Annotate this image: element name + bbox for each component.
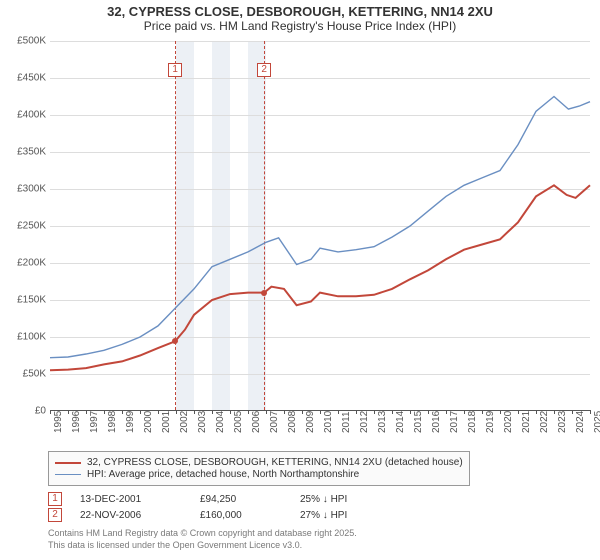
x-axis-label: 2013 xyxy=(377,411,388,433)
annotation-row: 2 22-NOV-2006 £160,000 27% ↓ HPI xyxy=(48,508,592,522)
y-axis-label: £200K xyxy=(10,258,46,269)
legend-label-property: 32, CYPRESS CLOSE, DESBOROUGH, KETTERING… xyxy=(87,457,463,468)
x-axis-label: 2006 xyxy=(251,411,262,433)
chart: £0 £50K £100K £150K £200K £250K £300K £350K £400… xyxy=(8,37,592,447)
annotation-delta: 25% ↓ HPI xyxy=(300,494,400,505)
x-axis-label: 2022 xyxy=(539,411,550,433)
x-axis-label: 2024 xyxy=(575,411,586,433)
chart-marker-2: 2 xyxy=(257,63,271,77)
annotation-row: 1 13-DEC-2001 £94,250 25% ↓ HPI xyxy=(48,492,592,506)
x-axis-label: 2005 xyxy=(233,411,244,433)
y-axis-label: £450K xyxy=(10,73,46,84)
x-axis-label: 2020 xyxy=(503,411,514,433)
series-hpi xyxy=(50,97,590,358)
x-axis-label: 2017 xyxy=(449,411,460,433)
y-axis-label: £350K xyxy=(10,147,46,158)
x-axis-label: 2014 xyxy=(395,411,406,433)
annotation-marker-2: 2 xyxy=(48,508,62,522)
chart-marker-dot-1 xyxy=(172,338,178,344)
x-axis-label: 2018 xyxy=(467,411,478,433)
x-axis-label: 2012 xyxy=(359,411,370,433)
footer: Contains HM Land Registry data © Crown c… xyxy=(48,528,592,551)
x-axis-label: 2008 xyxy=(287,411,298,433)
x-axis-label: 2010 xyxy=(323,411,334,433)
legend-item-property: 32, CYPRESS CLOSE, DESBOROUGH, KETTERING… xyxy=(55,457,463,468)
y-axis-label: £0 xyxy=(10,406,46,417)
annotation-date: 22-NOV-2006 xyxy=(80,510,200,521)
y-axis-label: £50K xyxy=(10,369,46,380)
x-axis-label: 1996 xyxy=(71,411,82,433)
series-property xyxy=(50,185,590,370)
y-axis-label: £250K xyxy=(10,221,46,232)
chart-marker-dot-2 xyxy=(261,290,267,296)
page-subtitle: Price paid vs. HM Land Registry's House … xyxy=(8,19,592,33)
annotation-date: 13-DEC-2001 xyxy=(80,494,200,505)
annotation-price: £160,000 xyxy=(200,510,300,521)
x-axis-label: 1998 xyxy=(107,411,118,433)
plot-area: £0£50K£100K£150K£200K£250K£300K£350K£400… xyxy=(50,41,590,411)
x-axis-label: 2002 xyxy=(179,411,190,433)
x-axis-label: 2004 xyxy=(215,411,226,433)
legend-swatch-hpi xyxy=(55,474,81,475)
x-axis-label: 1997 xyxy=(89,411,100,433)
legend-item-hpi: HPI: Average price, detached house, Nort… xyxy=(55,469,463,480)
x-axis-label: 2000 xyxy=(143,411,154,433)
legend: 32, CYPRESS CLOSE, DESBOROUGH, KETTERING… xyxy=(48,451,470,486)
x-axis-label: 2001 xyxy=(161,411,172,433)
x-axis-label: 2011 xyxy=(341,411,352,433)
annotation-marker-1: 1 xyxy=(48,492,62,506)
annotation-table: 1 13-DEC-2001 £94,250 25% ↓ HPI 2 22-NOV… xyxy=(48,492,592,522)
footer-line-1: Contains HM Land Registry data © Crown c… xyxy=(48,528,592,540)
y-axis-label: £300K xyxy=(10,184,46,195)
footer-line-2: This data is licensed under the Open Gov… xyxy=(48,540,592,552)
x-axis-label: 2025 xyxy=(593,411,600,433)
x-axis-label: 1999 xyxy=(125,411,136,433)
x-axis-label: 1995 xyxy=(53,411,64,433)
y-axis-label: £400K xyxy=(10,110,46,121)
x-axis-label: 2016 xyxy=(431,411,442,433)
legend-swatch-property xyxy=(55,462,81,464)
x-axis-label: 2021 xyxy=(521,411,532,433)
y-axis-label: £100K xyxy=(10,332,46,343)
x-axis-label: 2023 xyxy=(557,411,568,433)
x-axis-label: 2009 xyxy=(305,411,316,433)
y-axis-label: £150K xyxy=(10,295,46,306)
annotation-price: £94,250 xyxy=(200,494,300,505)
x-axis-label: 2015 xyxy=(413,411,424,433)
x-axis-label: 2019 xyxy=(485,411,496,433)
chart-marker-1: 1 xyxy=(168,63,182,77)
x-axis-label: 2007 xyxy=(269,411,280,433)
page-title: 32, CYPRESS CLOSE, DESBOROUGH, KETTERING… xyxy=(8,4,592,19)
y-axis-label: £500K xyxy=(10,36,46,47)
legend-label-hpi: HPI: Average price, detached house, Nort… xyxy=(87,469,359,480)
x-axis-label: 2003 xyxy=(197,411,208,433)
annotation-delta: 27% ↓ HPI xyxy=(300,510,400,521)
